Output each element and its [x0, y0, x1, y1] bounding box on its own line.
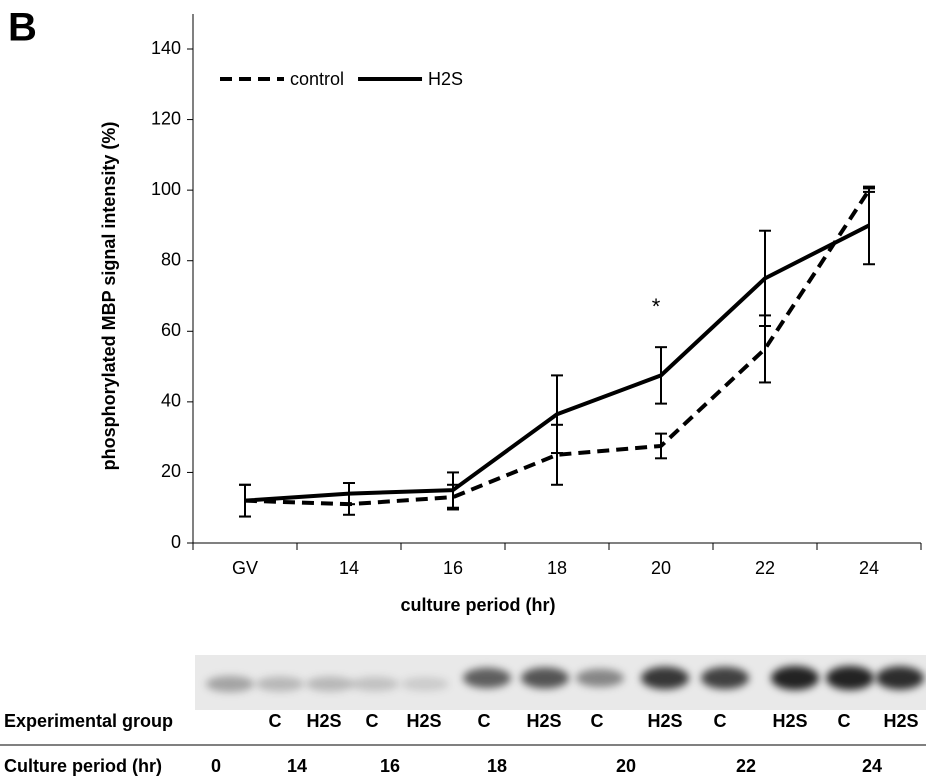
- panel-label: B: [8, 6, 37, 50]
- group-label: H2S: [406, 711, 441, 731]
- period-label: 14: [287, 756, 307, 776]
- period-label: 24: [862, 756, 882, 776]
- group-label: H2S: [772, 711, 807, 731]
- period-label: 20: [616, 756, 636, 776]
- legend-label: control: [290, 69, 344, 89]
- period-row-label: Culture period (hr): [4, 756, 162, 776]
- blot-band: [641, 666, 689, 690]
- x-tick-label: 20: [651, 558, 671, 578]
- blot-band: [521, 667, 569, 689]
- group-label: C: [714, 711, 727, 731]
- group-label: H2S: [306, 711, 341, 731]
- y-tick-label: 120: [151, 108, 181, 128]
- group-label: H2S: [526, 711, 561, 731]
- blot-lanes: [206, 666, 924, 693]
- blot-band: [826, 666, 874, 690]
- y-tick-label: 80: [161, 249, 181, 269]
- significance-mark: *: [652, 294, 661, 319]
- y-tick-label: 40: [161, 391, 181, 411]
- group-row-label: Experimental group: [4, 711, 173, 731]
- group-label: C: [366, 711, 379, 731]
- blot-band: [306, 676, 354, 692]
- blot-band: [206, 675, 254, 693]
- x-tick-label: GV: [232, 558, 258, 578]
- error-bar: [759, 229, 771, 327]
- group-label: H2S: [883, 711, 918, 731]
- error-bar: [655, 432, 667, 460]
- x-tick-label: 16: [443, 558, 463, 578]
- y-axis-title: phosphorylated MBP signal intensity (%): [99, 122, 119, 471]
- blot-band: [256, 676, 304, 692]
- y-tick-label: 60: [161, 320, 181, 340]
- period-label: 16: [380, 756, 400, 776]
- x-tick-label: 18: [547, 558, 567, 578]
- y-tick-label: 100: [151, 179, 181, 199]
- group-label: C: [269, 711, 282, 731]
- error-bar: [239, 483, 251, 518]
- error-bar: [863, 185, 875, 266]
- y-tick-label: 140: [151, 38, 181, 58]
- blot-band: [463, 667, 511, 689]
- legend-label: H2S: [428, 69, 463, 89]
- group-label: C: [478, 711, 491, 731]
- blot-band: [876, 666, 924, 690]
- blot-band: [351, 676, 399, 692]
- error-bar: [551, 374, 563, 455]
- period-label: 18: [487, 756, 507, 776]
- blot-band: [701, 666, 749, 690]
- group-label: H2S: [647, 711, 682, 731]
- y-tick-label: 20: [161, 461, 181, 481]
- blot-band: [401, 677, 449, 691]
- blot-band: [771, 666, 819, 690]
- x-tick-label: 22: [755, 558, 775, 578]
- x-axis-title: culture period (hr): [400, 595, 555, 615]
- error-bar: [343, 482, 355, 506]
- y-tick-label: 0: [171, 532, 181, 552]
- error-bar: [655, 346, 667, 405]
- group-label: C: [838, 711, 851, 731]
- error-bar: [447, 471, 459, 509]
- blot-band: [576, 669, 624, 687]
- period-label: 0: [211, 756, 221, 776]
- period-label: 22: [736, 756, 756, 776]
- x-tick-label: 24: [859, 558, 879, 578]
- x-tick-label: 14: [339, 558, 359, 578]
- group-label: C: [591, 711, 604, 731]
